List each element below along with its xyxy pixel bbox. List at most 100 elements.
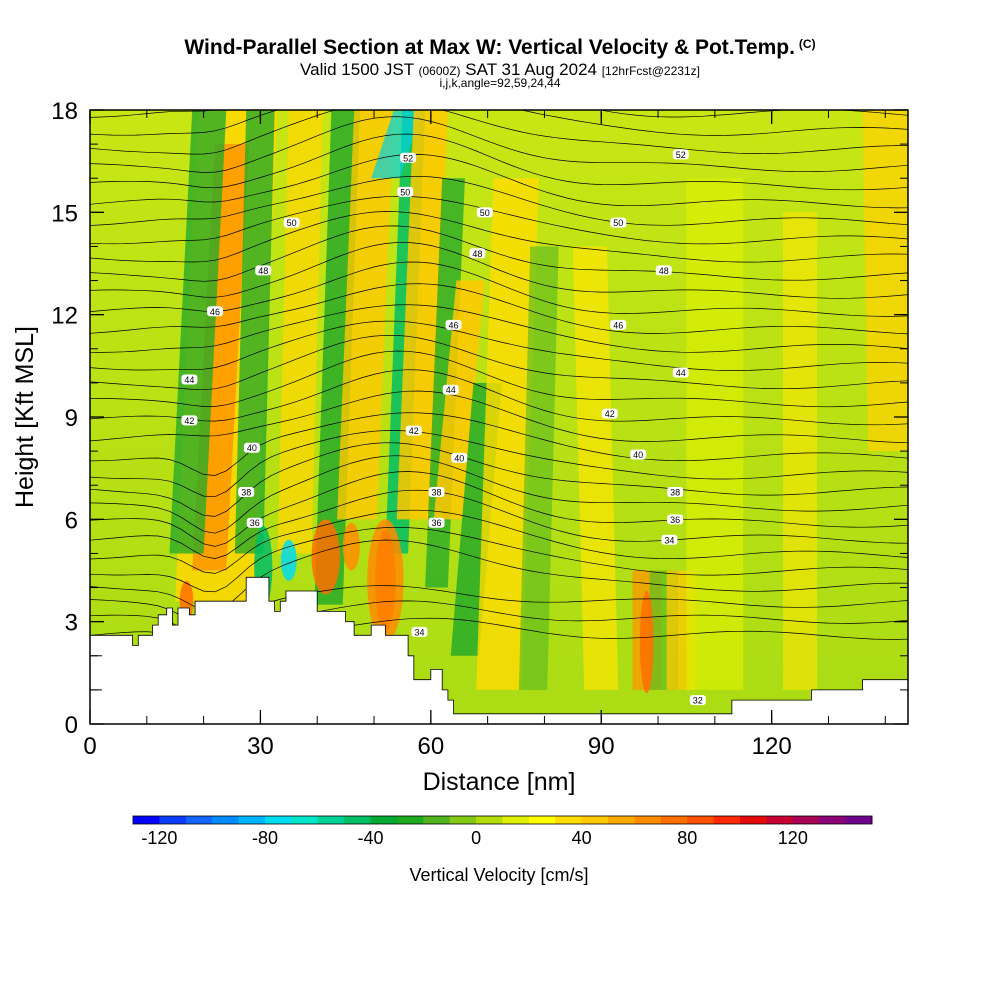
theta-contour (90, 526, 908, 593)
theta-label-text: 32 (693, 696, 703, 706)
chart-title-mark: (C) (798, 37, 816, 51)
colorbar-swatch (819, 816, 847, 824)
colorbar-tick-label: 120 (778, 828, 808, 848)
theta-contour (90, 350, 908, 408)
velocity-band (783, 212, 818, 690)
theta-contour (90, 489, 908, 559)
x-tick-label: 60 (417, 733, 444, 760)
theta-label: 40 (451, 452, 468, 463)
theta-label-text: 48 (258, 266, 268, 276)
y-tick-label: 6 (65, 507, 78, 534)
y-tick-label: 18 (51, 98, 78, 125)
colorbar-swatch (555, 816, 583, 824)
theta-label-text: 40 (633, 450, 643, 460)
theta-label-bg (672, 149, 689, 160)
theta-contour (90, 430, 908, 498)
theta-label: 48 (255, 265, 272, 276)
theta-label-text: 46 (613, 320, 623, 330)
theta-contour (90, 334, 908, 391)
theta-label: 38 (428, 487, 445, 498)
theta-label-bg (661, 534, 678, 545)
theta-label-bg (630, 449, 647, 460)
theta-label: 44 (181, 374, 198, 385)
x-tick-label: 30 (247, 733, 274, 760)
colorbar: -120 -80 -40 0 40 80 120 (132, 815, 873, 848)
colorbar-swatch (238, 816, 266, 824)
colorbar-swatch (845, 816, 873, 824)
theta-label-text: 38 (670, 488, 680, 498)
velocity-band (518, 246, 559, 690)
terrain-mask (90, 576, 908, 724)
colorbar-swatch (344, 816, 371, 824)
theta-label: 48 (469, 248, 486, 259)
theta-label-text: 52 (676, 150, 686, 160)
colorbar-swatch (687, 816, 715, 824)
velocity-band (433, 280, 485, 520)
velocity-band (862, 110, 908, 452)
theta-label-text: 38 (241, 488, 251, 498)
x-axis-label: Distance [nm] (423, 768, 576, 796)
colorbar-swatch (212, 816, 239, 824)
theta-label-text: 36 (250, 518, 260, 528)
theta-contour (90, 116, 908, 173)
theta-label-text: 48 (472, 249, 482, 259)
theta-label-bg (445, 319, 462, 330)
theta-label: 38 (667, 487, 684, 498)
valid-date: SAT 31 Aug 2024 (465, 60, 597, 79)
colorbar-swatch (396, 816, 424, 824)
theta-label-bg (246, 517, 263, 528)
theta-contour (90, 283, 908, 335)
colorbar-frame (132, 815, 873, 825)
theta-label: 42 (601, 408, 618, 419)
colorbar-swatch (449, 816, 477, 824)
theta-label: 36 (246, 517, 263, 528)
theta-label: 48 (655, 265, 672, 276)
y-tick-label: 9 (65, 405, 78, 432)
theta-label: 50 (283, 217, 300, 228)
theta-contour (90, 509, 908, 574)
velocity-band (686, 178, 744, 690)
colorbar-tick-label: 80 (677, 828, 697, 848)
x-tick-label: 120 (752, 733, 792, 760)
theta-contour (90, 261, 908, 317)
theta-label: 50 (610, 217, 627, 228)
colorbar-tick-label: -40 (358, 828, 384, 848)
theta-label: 34 (661, 534, 678, 545)
theta-label: 46 (610, 319, 627, 330)
theta-label-bg (442, 384, 459, 395)
velocity-band (572, 246, 619, 690)
theta-label-text: 34 (414, 627, 424, 637)
colorbar-swatch (476, 816, 503, 824)
y-tick-label: 0 (65, 712, 78, 739)
theta-label-text: 36 (670, 515, 680, 525)
colorbar-swatch (792, 816, 820, 824)
colorbar-swatch (634, 816, 662, 824)
theta-label: 32 (689, 695, 706, 706)
theta-contour (90, 369, 908, 426)
theta-label-bg (238, 487, 255, 498)
theta-label-text: 44 (184, 375, 194, 385)
theta-label-bg (181, 415, 198, 426)
colorbar-swatch (766, 816, 794, 824)
colorbar-swatch (133, 816, 160, 824)
theta-label-bg (428, 487, 445, 498)
velocity-band (371, 110, 423, 179)
theta-label-bg (469, 248, 486, 259)
theta-label: 36 (428, 517, 445, 528)
valid-utc: (0600Z) (418, 64, 461, 78)
theta-label-text: 42 (409, 426, 419, 436)
theta-contour (90, 412, 908, 476)
velocity-cell (311, 519, 340, 595)
theta-label: 40 (630, 449, 647, 460)
theta-label: 46 (445, 319, 462, 330)
colorbar-swatch (264, 816, 292, 824)
theta-label-text: 50 (400, 187, 410, 197)
colorbar-swatch (581, 816, 609, 824)
theta-label: 44 (442, 384, 459, 395)
theta-label-bg (476, 207, 493, 218)
theta-label-text: 40 (454, 453, 464, 463)
theta-label-text: 46 (449, 320, 459, 330)
theta-label-bg (667, 487, 684, 498)
theta-label-bg (206, 306, 223, 317)
